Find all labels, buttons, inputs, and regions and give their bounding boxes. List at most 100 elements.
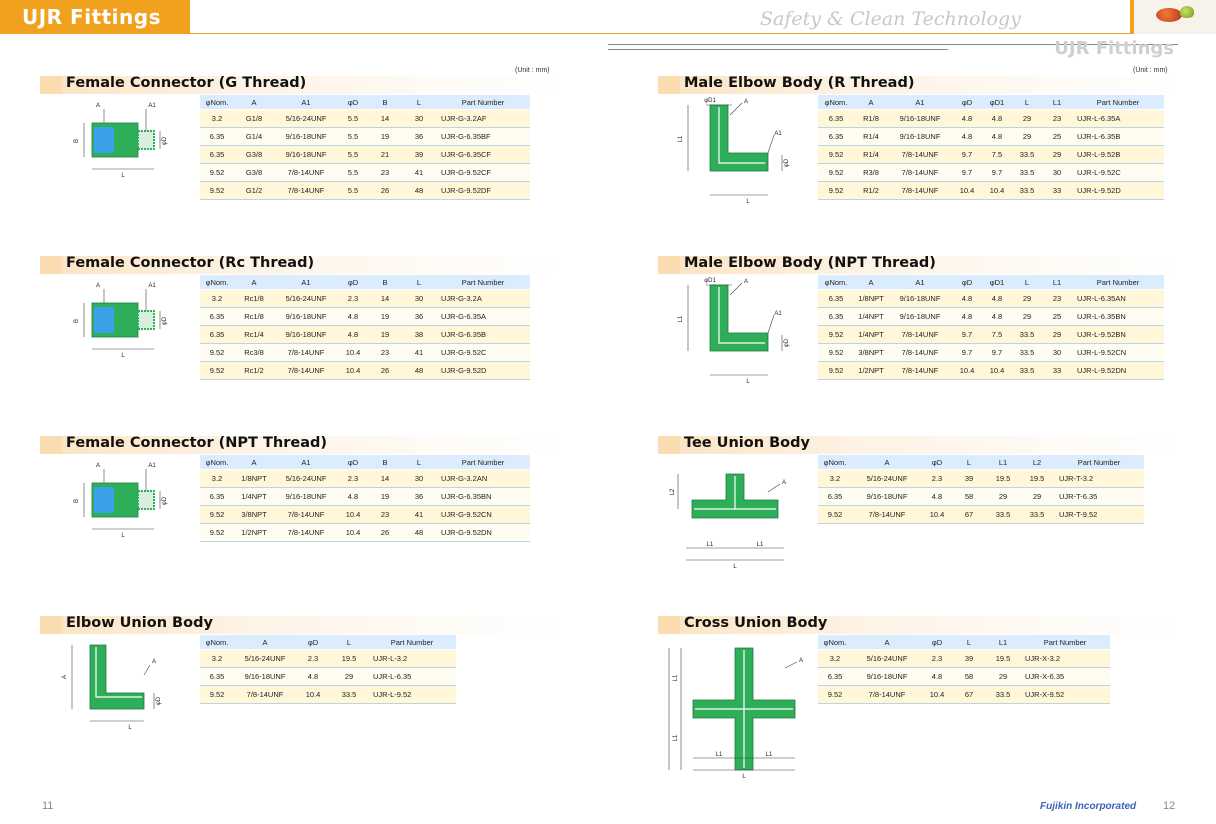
dim-label-l: L [128,725,132,731]
table-cell: 33.5 [986,505,1020,524]
part-number-cell: UJR-L-9.52D [1072,181,1164,200]
dim-label-a: A [96,283,100,289]
dim-label-a1: A1 [148,463,156,469]
part-number-cell: UJR-T-3.2 [1054,469,1144,488]
part-number-cell: UJR-G-9.52CN [436,505,530,524]
section-title-marker [40,436,62,454]
dimension-line [767,134,775,154]
column-header: B [368,455,402,470]
part-number-cell: UJR-G-3.2AF [436,109,530,128]
section-title: Elbow Union Body [66,615,213,631]
part-number-cell: UJR-G-9.52D [436,361,530,380]
table-cell: 10.4 [338,361,368,380]
table-cell: 23 [368,505,402,524]
table-cell: 5.5 [338,163,368,182]
table-cell: 6.35 [200,307,234,326]
table-cell: 9/16-18UNF [274,325,338,344]
flow-path [718,107,765,164]
part-number-cell: UJR-G-3.2AN [436,469,530,488]
unit-label: (Unit : mm) [1133,67,1168,74]
fitting-drawing: A A1 B φD L [74,463,168,539]
table-cell: 4.8 [982,127,1012,146]
dim-label-l1: L1 [678,135,684,142]
table-cell: G1/8 [234,109,274,128]
table-cell: 58 [952,487,986,506]
table-cell: 10.4 [922,505,952,524]
dim-label-l: L [121,353,125,359]
part-number-cell: UJR-L-6.35A [1072,109,1164,128]
header-tab: UJR Fittings [0,0,190,34]
column-header: L [330,635,368,650]
table-cell: 33.5 [1012,325,1042,344]
part-number-cell: UJR-L-9.52BN [1072,325,1164,344]
table-cell: 3.2 [200,289,234,308]
table-cell: 6.35 [200,325,234,344]
fitting-drawing: A L1 L1 L L1 L1 L [665,647,803,780]
dimension-line [784,661,798,669]
column-header: Part Number [1054,455,1144,470]
right-page-title: UJR Fittings [1054,38,1174,59]
table-cell: 3.2 [818,469,852,488]
column-header: A1 [888,275,952,290]
dim-label-l: L [121,173,125,179]
table-cell: 48 [402,361,436,380]
table-row: 6.35 9/16-18UNF 4.8 29 UJR-L-6.35 [200,667,456,686]
table-cell: 4.8 [338,307,368,326]
dimension-line [729,282,743,296]
table-cell: 9.52 [200,343,234,362]
dim-label-l: L [121,533,125,539]
table-row: 3.2 5/16-24UNF 2.3 39 19.5 UJR-X-3.2 [818,649,1110,668]
table-cell: 9.52 [200,181,234,200]
table-cell: 23 [368,163,402,182]
table-cell: 9.7 [952,343,982,362]
table-cell: 29 [1042,145,1072,164]
table-row: 9.52 Rc1/2 7/8-14UNF 10.4 26 48 UJR-G-9.52D [200,361,530,380]
table-row: 9.52 7/8-14UNF 10.4 67 33.5 UJR-X-9.52 [818,685,1110,704]
table-row: 9.52 7/8-14UNF 10.4 67 33.5 33.5 UJR-T-9.52 [818,505,1144,524]
table-cell: 9.52 [818,181,854,200]
table-cell: 6.35 [818,109,854,128]
table-cell: 23 [368,343,402,362]
table-cell: 3/8NPT [854,343,888,362]
part-number-cell: UJR-G-6.35BN [436,487,530,506]
table-cell: 7/8-14UNF [888,325,952,344]
dim-label-l1: L1 [678,315,684,322]
column-header: L1 [1042,95,1072,110]
column-header: φNom. [200,95,234,110]
table-cell: 5/16-24UNF [274,469,338,488]
column-header: φD [952,95,982,110]
table-cell: 4.8 [982,289,1012,308]
column-header: φD [338,95,368,110]
part-number-cell: UJR-G-6.35CF [436,145,530,164]
fitting-drawing: A L2 L1 L1 L [670,473,786,570]
table-row: 6.35 1/4NPT 9/16-18UNF 4.8 19 36 UJR-G-6.35BN [200,487,530,506]
dim-label-l: A [62,675,68,679]
dim-label-d: φD [162,496,168,505]
table-cell: 10.4 [952,181,982,200]
table-cell: 39 [402,145,436,164]
table-cell: 6.35 [818,307,854,326]
table-cell: 39 [952,649,986,668]
table-row: 3.2 G1/8 5/16-24UNF 5.5 14 30 UJR-G-3.2AF [200,109,530,128]
table-cell: 9.52 [200,685,234,704]
table-cell: 7/8-14UNF [888,343,952,362]
table-cell: 30 [402,469,436,488]
table-cell: 9.52 [818,685,852,704]
female-thread-port [94,307,114,333]
table-cell: 19 [368,487,402,506]
part-number-cell: UJR-G-6.35BF [436,127,530,146]
table-cell: 9/16-18UNF [888,307,952,326]
dim-label-a1: A1 [774,311,782,317]
table-cell: 10.4 [296,685,330,704]
part-number-cell: UJR-L-6.35 [368,667,456,686]
table-cell: 29 [986,487,1020,506]
fitting-drawing: φD1 A A1 L1 φD L [678,98,790,205]
fitting-drawing: φD1 A A1 L1 φD L [678,278,790,385]
table-cell: 9.7 [952,325,982,344]
column-header: L1 [1042,275,1072,290]
part-number-cell: UJR-L-6.35B [1072,127,1164,146]
table-cell: 3.2 [200,649,234,668]
table-cell: 9/16-18UNF [274,127,338,146]
